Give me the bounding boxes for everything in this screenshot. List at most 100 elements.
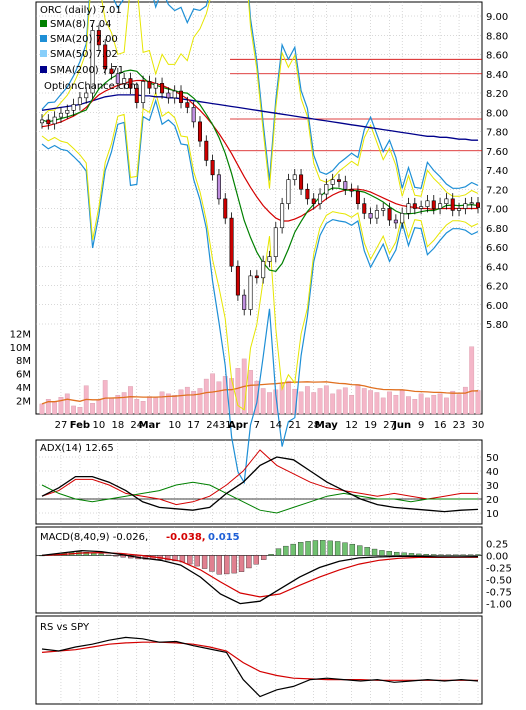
candle-body: [242, 294, 247, 310]
candle-body: [191, 107, 196, 123]
volume-bar: [336, 389, 342, 415]
x-tick-label: 24: [206, 420, 219, 431]
candle-body: [128, 78, 133, 89]
candle-body: [153, 83, 158, 89]
candle-body: [210, 160, 215, 176]
x-tick-label: 18: [111, 420, 124, 431]
sma200-line: [41, 94, 478, 141]
adx-tick-label: 20: [486, 495, 499, 506]
candle-body: [103, 44, 108, 70]
macd-hist-bar: [194, 555, 200, 567]
candle-body: [267, 256, 272, 262]
volume-bar: [184, 386, 190, 415]
macd-lines: [36, 540, 482, 605]
candle-body: [374, 210, 379, 219]
volume-bar: [469, 346, 475, 415]
candle-body: [400, 213, 405, 224]
volume-bar: [77, 407, 83, 415]
price-tick-label: 8.80: [486, 31, 508, 42]
candle-body: [147, 81, 152, 89]
candle-body: [84, 92, 89, 99]
price-tick-label: 9.00: [486, 12, 508, 23]
volume-bar: [159, 391, 165, 415]
candle-body: [254, 275, 259, 279]
volume-bars: [39, 346, 481, 415]
candle-body: [343, 181, 348, 190]
x-tick-label: 30: [472, 420, 485, 431]
macd-hist-bar: [297, 542, 304, 556]
volume-bar: [134, 399, 140, 415]
legend-sma50: SMA(50) 7.02: [50, 49, 118, 60]
candle-body: [261, 261, 266, 279]
rs-ma-line: [41, 641, 478, 681]
price-tick-label: 7.20: [486, 185, 508, 196]
macd-hist-bar: [268, 554, 274, 556]
candle-body: [438, 203, 443, 209]
volume-tick-label: 8M: [16, 356, 31, 367]
volume-bar: [355, 384, 361, 415]
candle-body: [330, 179, 335, 185]
volume-bar: [203, 378, 209, 415]
volume-bar: [235, 368, 241, 415]
price-tick-label: 8.20: [486, 89, 508, 100]
macd-hist-bar: [386, 551, 392, 556]
x-tick-label: 28: [307, 420, 320, 431]
macd-hist-bar: [401, 552, 407, 556]
macd-hist-bar: [275, 548, 282, 556]
macd-hist-bar: [467, 554, 474, 556]
macd-hist-bar: [216, 555, 223, 575]
x-tick-label: 12: [345, 420, 358, 431]
volume-bar: [216, 381, 222, 415]
candle-body: [292, 174, 297, 180]
price-tick-label: 7.00: [486, 205, 508, 216]
volume-bar: [368, 390, 373, 415]
macd-hist-bar: [379, 550, 385, 556]
price-tick-label: 6.00: [486, 301, 508, 312]
candle-body: [77, 97, 82, 105]
candle-body: [109, 68, 114, 75]
x-tick-label: 10: [168, 420, 181, 431]
macd-hist-bar: [305, 541, 311, 556]
volume-bar: [317, 388, 323, 415]
candle-body: [318, 193, 323, 204]
price-tick-label: 8.00: [486, 108, 508, 119]
macd-hist-bar: [261, 555, 267, 560]
candle-body: [355, 190, 360, 204]
rs-line: [41, 636, 479, 698]
x-tick-label: 9: [418, 420, 424, 431]
candle-body: [381, 208, 386, 211]
legend-swatch-sma8: [40, 20, 47, 27]
volume-bar: [109, 397, 114, 415]
macd-hist-bar: [371, 548, 378, 556]
candle-body: [160, 83, 165, 94]
candle-body: [90, 30, 95, 94]
x-tick-label: 27: [383, 420, 396, 431]
macd-hist-bar: [224, 555, 230, 575]
macd-hist-bar: [460, 554, 466, 556]
sma20-line: [41, 79, 478, 222]
candle-body: [172, 90, 177, 99]
x-tick-label: 21: [288, 420, 301, 431]
x-tick-label: Jun: [392, 420, 411, 431]
price-tick-label: 8.40: [486, 70, 508, 81]
volume-bar: [147, 396, 152, 415]
volume-bar: [431, 394, 437, 415]
watermark: OptionChance.com: [44, 81, 139, 92]
macd-tick-label: -0.50: [486, 576, 512, 587]
price-legend: ORC (daily) 7.01 SMA(8) 7.04 SMA(20) 7.0…: [40, 5, 139, 92]
macd-hist-bar: [98, 553, 104, 556]
macd-hist-bar: [342, 542, 348, 556]
price-tick-label: 6.80: [486, 224, 508, 235]
volume-bar: [406, 396, 411, 415]
price-tick-label: 7.80: [486, 128, 508, 139]
macd-hist-bar: [357, 545, 363, 556]
macd-panel-frame: [35, 526, 483, 614]
macd-hist-bar: [394, 551, 400, 556]
volume-bar: [254, 380, 260, 415]
macd-hist-bar: [431, 554, 437, 556]
volume-bar: [172, 394, 178, 415]
volume-bar: [39, 403, 45, 415]
candle-body: [419, 206, 424, 209]
candle-body: [235, 265, 240, 296]
